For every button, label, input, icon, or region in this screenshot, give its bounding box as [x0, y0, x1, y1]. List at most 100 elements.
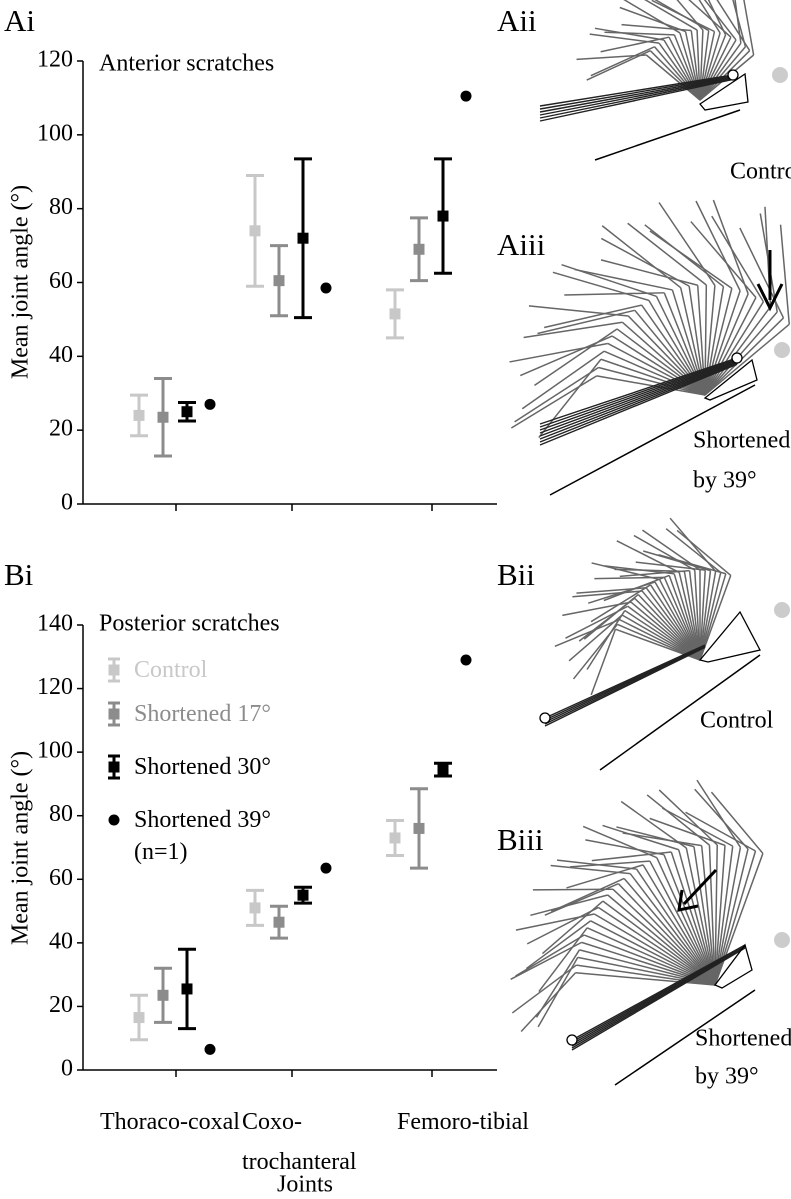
x-tick-label: Thoraco-coxal — [100, 1109, 240, 1135]
sketch-line — [571, 944, 746, 1041]
sketch-line — [678, 849, 716, 986]
sketch-line — [654, 581, 701, 661]
sketch-line — [578, 597, 635, 642]
y-tick-label: 60 — [49, 865, 73, 891]
sketch-line — [617, 883, 716, 986]
sketch-line — [539, 357, 738, 425]
point — [389, 832, 401, 844]
sketch-line — [665, 528, 722, 574]
sketch-line — [601, 225, 682, 289]
sketch-line — [704, 293, 749, 396]
sketch-line — [539, 363, 738, 446]
sketch-line — [539, 362, 738, 443]
sketch-line — [699, 570, 712, 661]
target-marker — [774, 602, 790, 618]
sketch-line — [575, 972, 716, 986]
sketch-line — [641, 590, 701, 661]
sketch-line — [699, 30, 710, 101]
sketch-line — [603, 350, 706, 396]
sketch-line — [544, 646, 706, 727]
sketch-line — [699, 571, 717, 661]
sketch-line — [711, 215, 765, 303]
panel-label: Aii — [497, 3, 537, 38]
caption: Shortened — [695, 1026, 791, 1052]
y-tick-label: 100 — [37, 120, 73, 146]
sketch-line — [673, 573, 701, 661]
sketch-line — [535, 949, 581, 1018]
arrow — [756, 250, 784, 312]
arrow — [677, 868, 718, 912]
sketch-line — [562, 601, 632, 617]
sketch-line — [599, 654, 761, 771]
sketch-line — [734, 0, 742, 44]
sketch-line — [646, 794, 710, 846]
sketch-line — [598, 366, 706, 396]
sketch-line — [556, 859, 637, 870]
y-tick-label: 80 — [49, 194, 73, 220]
point — [273, 275, 285, 287]
sketch-line — [572, 623, 618, 680]
sketch-line — [539, 360, 738, 434]
sketch-line — [623, 0, 681, 34]
sketch-line — [673, 34, 701, 101]
sketch-line — [604, 31, 675, 36]
sketch-line — [670, 851, 716, 986]
sketch-line — [539, 74, 734, 107]
sketch-line — [534, 328, 618, 387]
sketch-line — [571, 947, 746, 1051]
sketch-line — [658, 579, 701, 661]
joint-marker — [731, 352, 743, 364]
sketch-line — [539, 76, 734, 113]
joint-marker — [727, 69, 739, 81]
sketch-line — [779, 224, 791, 325]
sketch-line — [668, 575, 701, 661]
sketch-line — [614, 989, 756, 1086]
caption: Control — [700, 708, 774, 734]
y-tick-label: 120 — [37, 674, 73, 700]
sketch-line — [704, 290, 741, 396]
sketch-line — [616, 540, 680, 574]
sketch-line — [604, 565, 675, 575]
x-tick-label: Coxo-trochanteral — [242, 1109, 357, 1175]
sketch-line — [658, 42, 701, 101]
sketch-line — [700, 845, 716, 986]
legend-label: Shortened 17° — [134, 701, 271, 727]
sketch-line — [594, 109, 741, 161]
sketch-line — [642, 864, 716, 986]
sketch-line — [514, 366, 599, 423]
sketch-line — [642, 529, 701, 571]
sketch-line — [629, 873, 716, 986]
sketch-line — [576, 964, 716, 986]
sketch-line — [635, 868, 716, 986]
sketch-line — [619, 6, 686, 33]
sketch-line — [526, 906, 599, 945]
sketch-line — [645, 587, 701, 661]
sketch-line — [511, 964, 577, 1014]
point — [204, 398, 216, 410]
sketch-line — [714, 853, 764, 986]
sketch-line — [688, 570, 701, 661]
sketch-line — [532, 888, 613, 891]
sketch-line — [577, 956, 716, 986]
sketch-line — [676, 0, 704, 31]
sketch-line — [612, 888, 716, 986]
sketch-line — [699, 34, 727, 101]
point — [273, 916, 285, 928]
sketch-line — [544, 646, 706, 725]
sketch-line — [576, 587, 647, 594]
sketch-line — [656, 857, 716, 986]
point — [437, 210, 449, 222]
y-tick-label: 0 — [61, 490, 73, 516]
y-tick-label: 20 — [49, 416, 73, 442]
sketch-line — [600, 358, 706, 396]
sketch-line — [552, 271, 650, 302]
sketch-line — [699, 42, 742, 101]
sketch-line — [591, 562, 660, 581]
sketch-line — [574, 268, 673, 291]
sketch-line — [549, 384, 756, 496]
sketch-line — [704, 311, 778, 396]
sketch-line — [668, 36, 701, 101]
y-axis-label: Mean joint angle (°) — [8, 185, 34, 379]
sketch-line — [678, 572, 701, 661]
